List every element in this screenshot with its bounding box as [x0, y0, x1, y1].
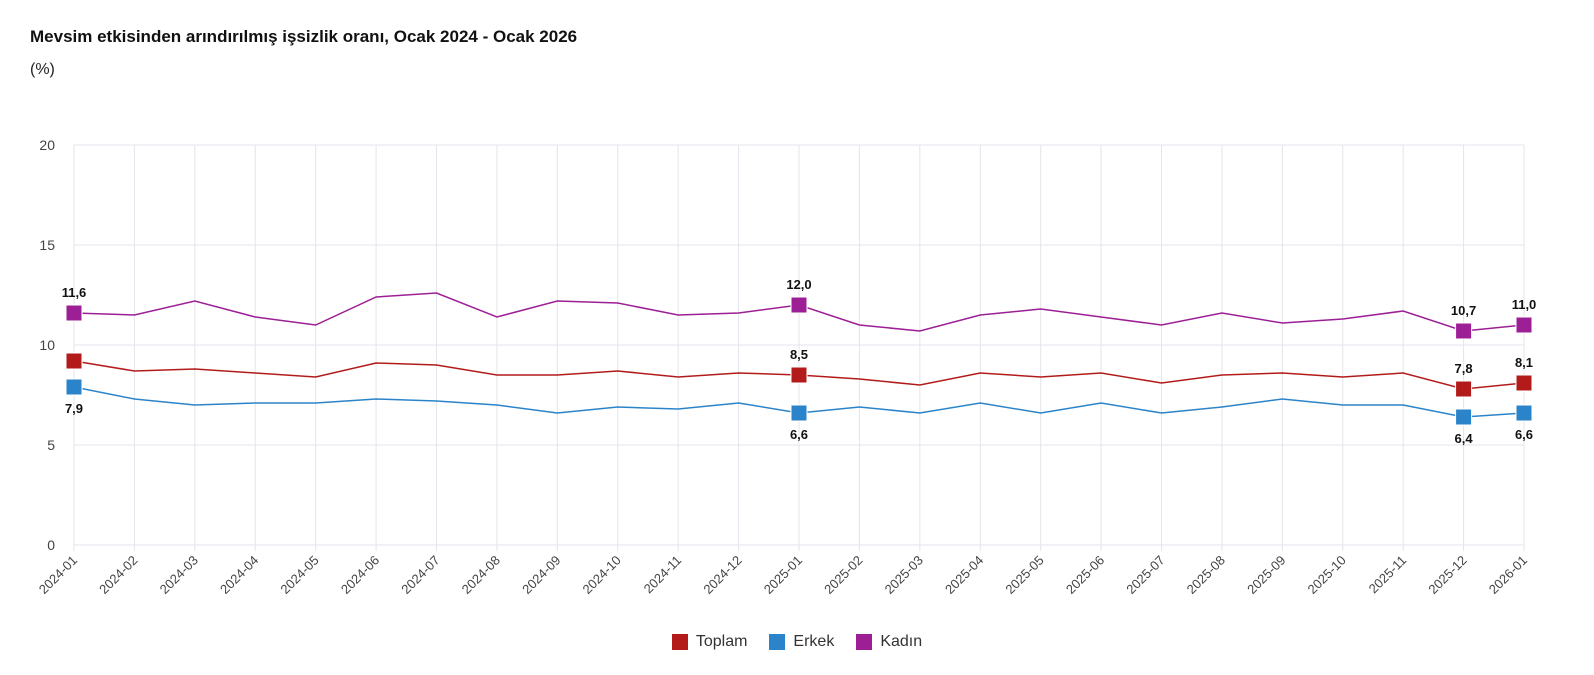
x-tick-label: 2025-04 — [942, 553, 986, 597]
x-tick-label: 2025-11 — [1366, 553, 1410, 597]
legend-swatch — [856, 634, 873, 650]
x-tick-label: 2024-05 — [277, 553, 321, 597]
data-label: 7,9 — [65, 401, 83, 416]
data-point-marker — [1455, 408, 1473, 426]
x-tick-label: 2025-01 — [761, 553, 805, 597]
legend-label: Kadın — [880, 633, 923, 650]
data-point-marker — [65, 378, 83, 396]
x-tick-label: 2024-09 — [519, 553, 563, 597]
data-point-marker — [790, 296, 808, 314]
x-tick-label: 2024-03 — [157, 553, 201, 597]
data-label: 8,1 — [1515, 355, 1533, 370]
x-tick-label: 2025-02 — [821, 553, 865, 597]
y-tick-label: 10 — [39, 337, 55, 353]
x-tick-label: 2024-11 — [641, 553, 685, 597]
x-tick-label: 2024-08 — [459, 553, 503, 597]
legend-label: Erkek — [793, 633, 835, 650]
legend-item-kadin[interactable]: Kadın — [856, 633, 922, 651]
chart-title: Mevsim etkisinden arındırılmış işsizlik … — [30, 27, 578, 46]
x-tick-label: 2026-01 — [1486, 553, 1530, 597]
data-point-marker — [1455, 322, 1473, 340]
y-tick-label: 0 — [47, 537, 55, 553]
data-point-marker — [65, 352, 83, 370]
data-label: 10,7 — [1451, 303, 1476, 318]
legend-item-toplam[interactable]: Toplam — [671, 633, 748, 651]
data-label: 6,6 — [1515, 427, 1533, 442]
data-label: 6,4 — [1455, 431, 1474, 446]
x-tick-label: 2024-12 — [700, 553, 744, 597]
x-tick-label: 2025-08 — [1184, 553, 1228, 597]
data-point-marker — [790, 366, 808, 384]
x-tick-label: 2025-06 — [1063, 553, 1107, 597]
y-axis-unit: (%) — [30, 61, 55, 78]
x-tick-label: 2024-06 — [338, 553, 382, 597]
data-label: 11,0 — [1512, 297, 1537, 312]
x-tick-label: 2025-12 — [1425, 553, 1469, 597]
x-tick-label: 2024-07 — [398, 553, 442, 597]
legend-swatch — [671, 634, 688, 650]
data-point-marker — [1515, 404, 1533, 422]
data-label: 8,5 — [790, 347, 808, 362]
y-tick-label: 15 — [39, 237, 55, 253]
data-point-marker — [1515, 374, 1533, 392]
x-tick-label: 2024-10 — [580, 553, 624, 597]
y-tick-label: 5 — [47, 437, 55, 453]
data-point-marker — [790, 404, 808, 422]
x-tick-label: 2024-04 — [217, 553, 261, 597]
data-point-marker — [1455, 380, 1473, 398]
data-label: 7,8 — [1455, 361, 1473, 376]
legend-swatch — [769, 634, 786, 650]
x-tick-label: 2025-09 — [1244, 553, 1288, 597]
data-point-marker — [65, 304, 83, 322]
x-tick-label: 2025-07 — [1123, 553, 1167, 597]
x-tick-label: 2024-01 — [36, 553, 80, 597]
x-tick-label: 2025-03 — [882, 553, 926, 597]
legend-item-erkek[interactable]: Erkek — [769, 633, 834, 651]
legend-label: Toplam — [695, 633, 748, 650]
x-tick-label: 2024-02 — [96, 553, 140, 597]
legend: Toplam Erkek Kadın — [0, 633, 1594, 651]
y-tick-label: 20 — [39, 137, 55, 153]
data-point-marker — [1515, 316, 1533, 334]
data-label: 12,0 — [786, 277, 811, 292]
data-label: 6,6 — [790, 427, 808, 442]
x-tick-label: 2025-10 — [1305, 553, 1349, 597]
x-tick-label: 2025-05 — [1002, 553, 1046, 597]
data-label: 11,6 — [62, 285, 87, 300]
